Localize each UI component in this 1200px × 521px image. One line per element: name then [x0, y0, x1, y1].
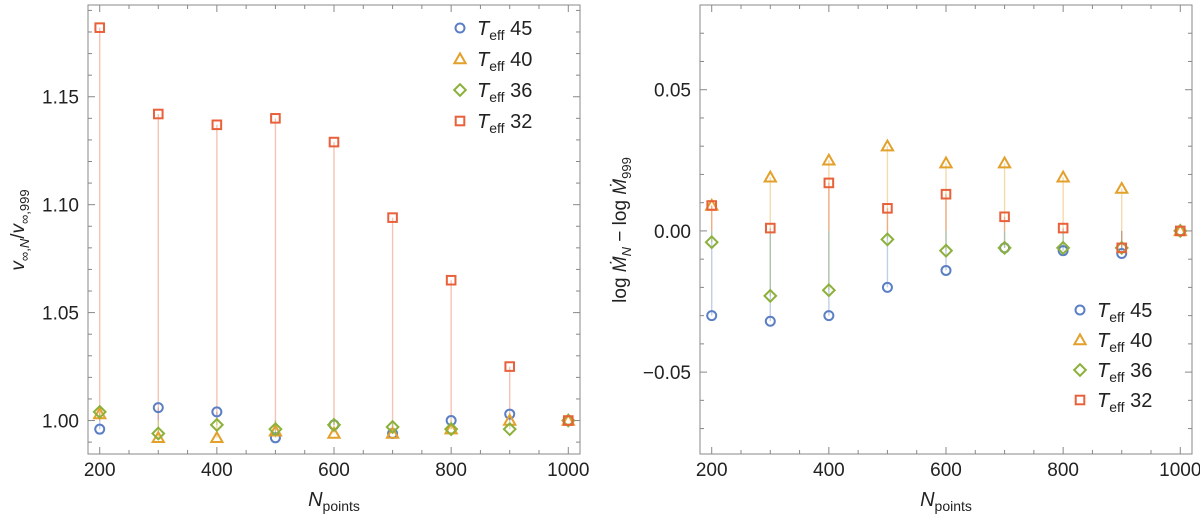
left-point-diamond	[443, 421, 459, 437]
left-x-tick-label: 400	[201, 460, 233, 481]
right-legend-marker-diamond	[1072, 362, 1088, 378]
left-point-square	[152, 108, 164, 120]
left-point-diamond	[326, 417, 342, 433]
right-point-square	[764, 222, 776, 234]
right-x-axis-label: Npoints	[920, 489, 972, 514]
left-point-triangle	[385, 425, 400, 439]
right-point-diamond	[763, 288, 778, 304]
right-legend-label: Teff 32	[1097, 390, 1152, 415]
left-legend-label: Teff 32	[477, 111, 532, 136]
right-point-diamond	[880, 232, 895, 247]
right-point-circle	[823, 310, 835, 322]
right-point-diamond	[938, 243, 954, 258]
right-point-circle	[881, 281, 893, 293]
left-point-circle	[152, 402, 164, 414]
right-x-tick-label: 800	[1047, 460, 1079, 481]
right-point-square	[940, 188, 952, 200]
right-legend-marker-triangle	[1072, 332, 1088, 346]
right-legend-marker-circle	[1074, 304, 1086, 316]
right-point-square	[823, 177, 835, 189]
right-x-tick-label: 400	[813, 460, 845, 481]
right-legend-label: Teff 36	[1097, 360, 1152, 385]
right-x-tick-label: 200	[696, 460, 728, 481]
left-y-tick-label: 1.05	[42, 304, 79, 325]
right-legend-marker-square	[1074, 394, 1086, 406]
left-point-circle	[94, 423, 106, 435]
right-point-triangle	[762, 169, 778, 183]
left-point-triangle	[326, 425, 342, 439]
left-point-diamond	[268, 421, 283, 437]
left-x-tick-label: 1000	[547, 460, 589, 481]
right-x-tick-label: 600	[930, 460, 962, 481]
right-y-axis-label: log ṀN − log Ṁ999	[610, 157, 634, 303]
right-point-circle	[1116, 248, 1128, 260]
left-chart-panel: 200 400 600 800 1000 1.00 1.05 1.10 1.15 Npoints v…	[8, 4, 589, 514]
right-y-tick-label: 0.00	[654, 222, 691, 243]
left-point-square	[328, 136, 340, 148]
right-point-circle	[764, 315, 776, 327]
left-point-square	[504, 361, 516, 372]
right-y-tick-label: −0.05	[643, 363, 691, 384]
left-x-tick-label: 800	[435, 460, 467, 481]
left-point-circle	[504, 408, 516, 420]
left-point-circle	[211, 406, 223, 418]
right-point-diamond	[704, 234, 719, 250]
left-legend-marker-diamond	[452, 82, 468, 98]
left-y-tick-label: 1.15	[42, 88, 79, 109]
right-chart-panel: 200 400 600 800 1000 −0.05 0.00 0.05 Npoints log …	[610, 4, 1200, 514]
right-point-triangle	[938, 155, 954, 169]
left-point-triangle	[209, 430, 225, 444]
right-legend-label: Teff 40	[1097, 330, 1152, 355]
left-y-tick-label: 1.10	[42, 196, 79, 217]
left-point-square	[387, 212, 398, 223]
right-point-triangle	[821, 152, 837, 166]
right-point-circle	[940, 264, 952, 276]
right-point-triangle	[1114, 180, 1130, 194]
right-point-square	[706, 200, 718, 211]
left-y-axis-label: v∞,N/v∞,999	[8, 189, 32, 270]
right-point-square	[882, 203, 893, 214]
left-point-triangle	[443, 421, 459, 435]
left-point-diamond	[92, 404, 107, 420]
right-point-square	[1057, 222, 1069, 234]
left-point-diamond	[502, 421, 517, 437]
right-point-circle	[706, 310, 718, 322]
right-point-square	[1174, 225, 1186, 237]
left-x-axis-label: Npoints	[308, 489, 360, 514]
left-point-square	[270, 113, 281, 124]
left-y-tick-label: 1.00	[42, 412, 79, 433]
left-legend-marker-circle	[454, 22, 466, 34]
right-legend-label: Teff 45	[1097, 300, 1152, 325]
left-legend-label: Teff 45	[477, 18, 532, 43]
right-y-tick-label: 0.05	[654, 81, 691, 102]
right-point-diamond	[821, 282, 837, 298]
left-x-tick-label: 600	[318, 460, 350, 481]
left-point-square	[445, 274, 457, 286]
left-point-square	[562, 415, 574, 426]
right-point-triangle	[1055, 169, 1071, 183]
left-point-square	[211, 119, 223, 131]
right-point-triangle	[880, 138, 895, 152]
right-point-square	[1116, 242, 1128, 254]
left-x-tick-label: 200	[84, 460, 116, 481]
left-point-diamond	[385, 419, 400, 435]
right-x-tick-label: 1000	[1159, 460, 1200, 481]
left-legend-marker-triangle	[452, 51, 468, 65]
right-point-square	[999, 211, 1010, 223]
left-legend-label: Teff 36	[477, 80, 532, 105]
right-point-circle	[1057, 245, 1069, 257]
left-legend-label: Teff 40	[477, 49, 532, 74]
right-point-diamond	[997, 240, 1012, 256]
left-point-diamond	[151, 426, 166, 441]
left-legend-marker-square	[454, 115, 466, 127]
right-point-triangle	[997, 155, 1012, 169]
right-point-diamond	[1055, 240, 1071, 256]
left-point-square	[94, 22, 106, 33]
left-point-circle	[269, 432, 281, 444]
left-point-diamond	[209, 417, 225, 433]
